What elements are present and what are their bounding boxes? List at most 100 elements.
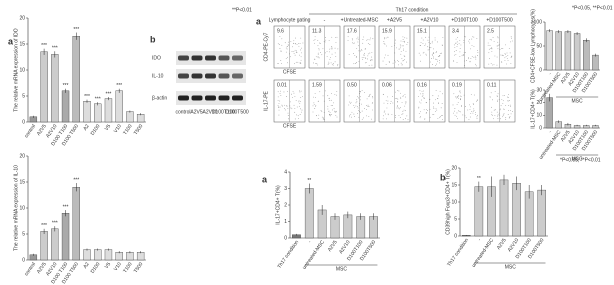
dot bbox=[418, 106, 420, 108]
dot bbox=[405, 110, 407, 112]
blot-row-label: IL-10 bbox=[152, 73, 164, 79]
y-tick-label: 5 bbox=[454, 216, 457, 222]
dot bbox=[425, 43, 426, 45]
dot bbox=[314, 58, 316, 60]
bar bbox=[512, 183, 521, 237]
dot bbox=[435, 64, 437, 66]
significance: *** bbox=[73, 177, 79, 183]
gate-value: 0.06 bbox=[382, 82, 392, 88]
dot bbox=[507, 100, 509, 102]
dot bbox=[279, 93, 281, 94]
dot bbox=[322, 119, 324, 120]
dot bbox=[402, 95, 404, 97]
gate-value: 17.6 bbox=[347, 28, 357, 34]
dot bbox=[506, 52, 508, 54]
dot bbox=[316, 115, 317, 116]
dot bbox=[331, 63, 333, 65]
dot bbox=[337, 64, 339, 65]
x-tick-label: untreated-MSC bbox=[471, 237, 496, 269]
dot bbox=[388, 62, 390, 63]
dot bbox=[328, 40, 330, 41]
dot bbox=[501, 99, 503, 101]
dot bbox=[285, 51, 287, 53]
dot bbox=[350, 101, 352, 103]
dot bbox=[472, 112, 474, 114]
dot bbox=[293, 40, 295, 42]
dot bbox=[362, 39, 364, 40]
y-tick-label: 20 bbox=[19, 15, 25, 21]
band bbox=[191, 73, 203, 79]
dot bbox=[425, 53, 427, 55]
dot bbox=[453, 44, 455, 46]
dot bbox=[511, 56, 512, 58]
dot bbox=[458, 43, 460, 45]
y-tick-label: 10 bbox=[19, 205, 25, 211]
dot bbox=[419, 54, 421, 56]
dot bbox=[487, 42, 489, 44]
lane-label: A2V10 bbox=[202, 109, 217, 115]
dot bbox=[349, 116, 350, 118]
dot bbox=[505, 105, 507, 106]
dot bbox=[489, 96, 491, 98]
dot bbox=[497, 93, 499, 95]
dot bbox=[429, 61, 431, 63]
dot bbox=[469, 60, 471, 62]
dot bbox=[432, 56, 434, 58]
dot bbox=[496, 111, 498, 113]
dot bbox=[456, 97, 457, 99]
dot bbox=[510, 63, 512, 64]
dot bbox=[300, 101, 302, 102]
dot bbox=[433, 102, 435, 104]
dot bbox=[278, 114, 280, 116]
dot bbox=[331, 36, 333, 38]
bar bbox=[115, 251, 123, 261]
dot bbox=[422, 39, 424, 41]
dot bbox=[326, 50, 328, 52]
dot bbox=[315, 56, 317, 58]
dot bbox=[452, 112, 454, 114]
dot bbox=[362, 42, 364, 44]
dot bbox=[512, 111, 513, 112]
dot bbox=[297, 61, 299, 63]
dot bbox=[493, 109, 495, 111]
dot bbox=[371, 102, 373, 104]
dot bbox=[298, 100, 300, 102]
y-tick-label: 1 bbox=[284, 219, 287, 225]
dot bbox=[365, 105, 367, 106]
gate-value: 9.6 bbox=[277, 28, 284, 34]
band bbox=[205, 73, 216, 79]
dot bbox=[407, 42, 409, 43]
dot bbox=[454, 54, 456, 56]
dot bbox=[435, 51, 437, 53]
dot bbox=[294, 118, 296, 120]
dot bbox=[354, 107, 356, 109]
dot bbox=[351, 39, 353, 41]
dot bbox=[497, 99, 498, 101]
flow-y-label: IL-17-PE bbox=[263, 90, 269, 110]
dot bbox=[457, 96, 459, 97]
dot bbox=[329, 51, 330, 53]
x-tick-label: A2 bbox=[82, 261, 91, 270]
dot bbox=[287, 44, 289, 46]
dot bbox=[437, 117, 439, 119]
dot bbox=[353, 42, 355, 44]
dot bbox=[436, 109, 438, 111]
dot bbox=[439, 53, 441, 54]
dot bbox=[351, 38, 353, 40]
band bbox=[232, 95, 243, 101]
dot bbox=[397, 107, 399, 109]
dot bbox=[406, 44, 408, 46]
dot bbox=[351, 111, 353, 113]
dot bbox=[365, 62, 367, 63]
flow-y-label: CD4-PE-Cy7 bbox=[263, 32, 269, 61]
dot bbox=[400, 96, 402, 98]
dot bbox=[421, 90, 423, 92]
dot bbox=[369, 39, 371, 41]
dot bbox=[504, 54, 506, 55]
band bbox=[232, 55, 243, 61]
dot bbox=[502, 116, 504, 118]
dot bbox=[458, 97, 459, 99]
bar bbox=[94, 249, 102, 261]
dot bbox=[318, 48, 320, 49]
dot bbox=[459, 55, 461, 57]
